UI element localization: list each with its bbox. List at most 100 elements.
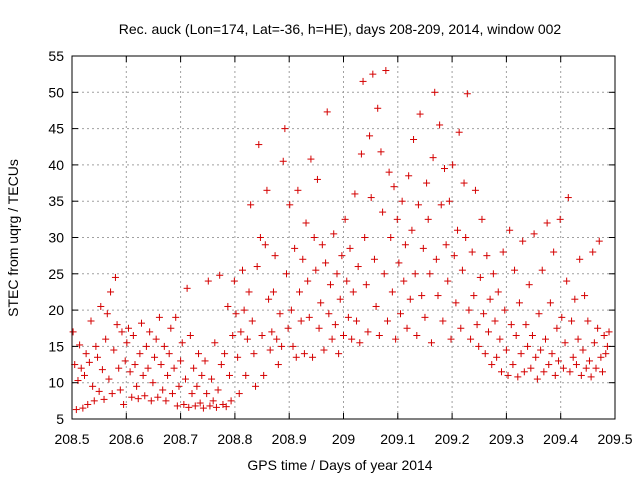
data-point: [152, 335, 160, 343]
data-point: [278, 342, 286, 350]
data-point: [89, 382, 97, 390]
data-point: [92, 342, 100, 350]
data-point: [353, 317, 361, 325]
data-point: [273, 335, 281, 343]
data-point: [292, 353, 300, 361]
data-point: [121, 357, 129, 365]
data-point: [222, 403, 230, 411]
data-point: [533, 375, 541, 383]
data-point: [387, 234, 395, 241]
data-point: [147, 397, 155, 405]
data-point: [455, 128, 463, 136]
data-point: [437, 201, 445, 209]
data-point: [362, 281, 370, 289]
data-point: [393, 215, 401, 223]
data-point: [502, 346, 510, 354]
data-point: [470, 292, 478, 300]
data-point: [382, 67, 390, 75]
y-tick-label: 50: [48, 84, 64, 100]
data-point: [361, 234, 369, 241]
data-point: [458, 266, 466, 274]
data-point: [590, 339, 598, 347]
data-point: [136, 350, 144, 358]
data-point: [268, 328, 276, 336]
data-point: [307, 155, 315, 163]
chart-title: Rec. auck (Lon=174, Lat=-36, h=HE), days…: [119, 21, 562, 37]
data-point: [196, 399, 204, 407]
data-point: [193, 382, 201, 390]
data-point: [597, 353, 605, 361]
data-point: [108, 390, 116, 398]
data-point: [349, 288, 357, 296]
data-point: [410, 135, 418, 143]
data-point: [395, 259, 403, 267]
data-point: [305, 313, 313, 321]
y-tick-label: 55: [48, 48, 64, 64]
data-point: [366, 132, 374, 140]
data-point: [159, 386, 167, 394]
data-point: [209, 397, 217, 405]
data-point: [600, 332, 608, 340]
data-point: [191, 402, 199, 410]
data-point: [279, 157, 287, 165]
data-point: [359, 77, 367, 85]
data-point: [555, 357, 563, 365]
data-point: [229, 332, 237, 340]
data-point: [340, 332, 347, 340]
data-point: [576, 255, 584, 263]
data-point: [185, 403, 193, 411]
data-point: [553, 324, 561, 332]
data-point: [401, 241, 409, 249]
data-point: [157, 361, 165, 369]
data-point: [287, 306, 295, 314]
data-point: [225, 371, 233, 379]
data-point: [188, 390, 196, 398]
data-point: [524, 342, 532, 350]
data-point: [252, 382, 260, 390]
data-point: [392, 335, 400, 343]
data-point: [336, 295, 344, 303]
data-point: [522, 321, 530, 329]
data-point: [579, 346, 587, 354]
data-point: [154, 393, 162, 401]
data-point: [514, 373, 522, 381]
data-point: [416, 110, 424, 118]
data-point: [281, 125, 289, 133]
data-point: [354, 263, 362, 271]
data-point: [440, 165, 448, 173]
x-tick-label: 208.5: [54, 431, 89, 447]
data-point: [424, 215, 432, 223]
data-point: [142, 342, 150, 350]
data-point: [131, 361, 139, 369]
data-point: [206, 402, 214, 410]
data-point: [256, 234, 264, 241]
data-point: [414, 201, 422, 209]
data-point: [276, 310, 284, 318]
data-point: [224, 302, 232, 310]
data-point: [190, 364, 198, 372]
y-axis-label: STEC from uqrg / TECUs: [5, 159, 21, 317]
y-tick-label: 45: [48, 121, 64, 137]
data-point: [582, 364, 590, 372]
data-point: [434, 292, 442, 300]
data-point: [291, 244, 299, 252]
data-point: [110, 346, 118, 354]
y-tick-label: 40: [48, 157, 64, 173]
data-point: [282, 270, 290, 278]
axis-ticks: 5 10 15 20 25 30 35 40 45 50 55 208.5 208.6 208.7 208.…: [48, 48, 632, 447]
data-point: [111, 273, 119, 281]
data-point: [594, 324, 602, 332]
data-point: [133, 382, 141, 390]
data-point: [317, 299, 325, 307]
data-point: [450, 252, 458, 260]
data-point: [374, 104, 382, 112]
data-point: [128, 393, 136, 401]
data-point: [82, 350, 90, 358]
data-point: [442, 241, 450, 249]
data-point: [284, 324, 292, 332]
data-point: [463, 90, 471, 98]
data-point: [146, 328, 154, 336]
data-point: [265, 295, 273, 303]
data-point: [473, 321, 481, 329]
data-point: [120, 400, 128, 408]
